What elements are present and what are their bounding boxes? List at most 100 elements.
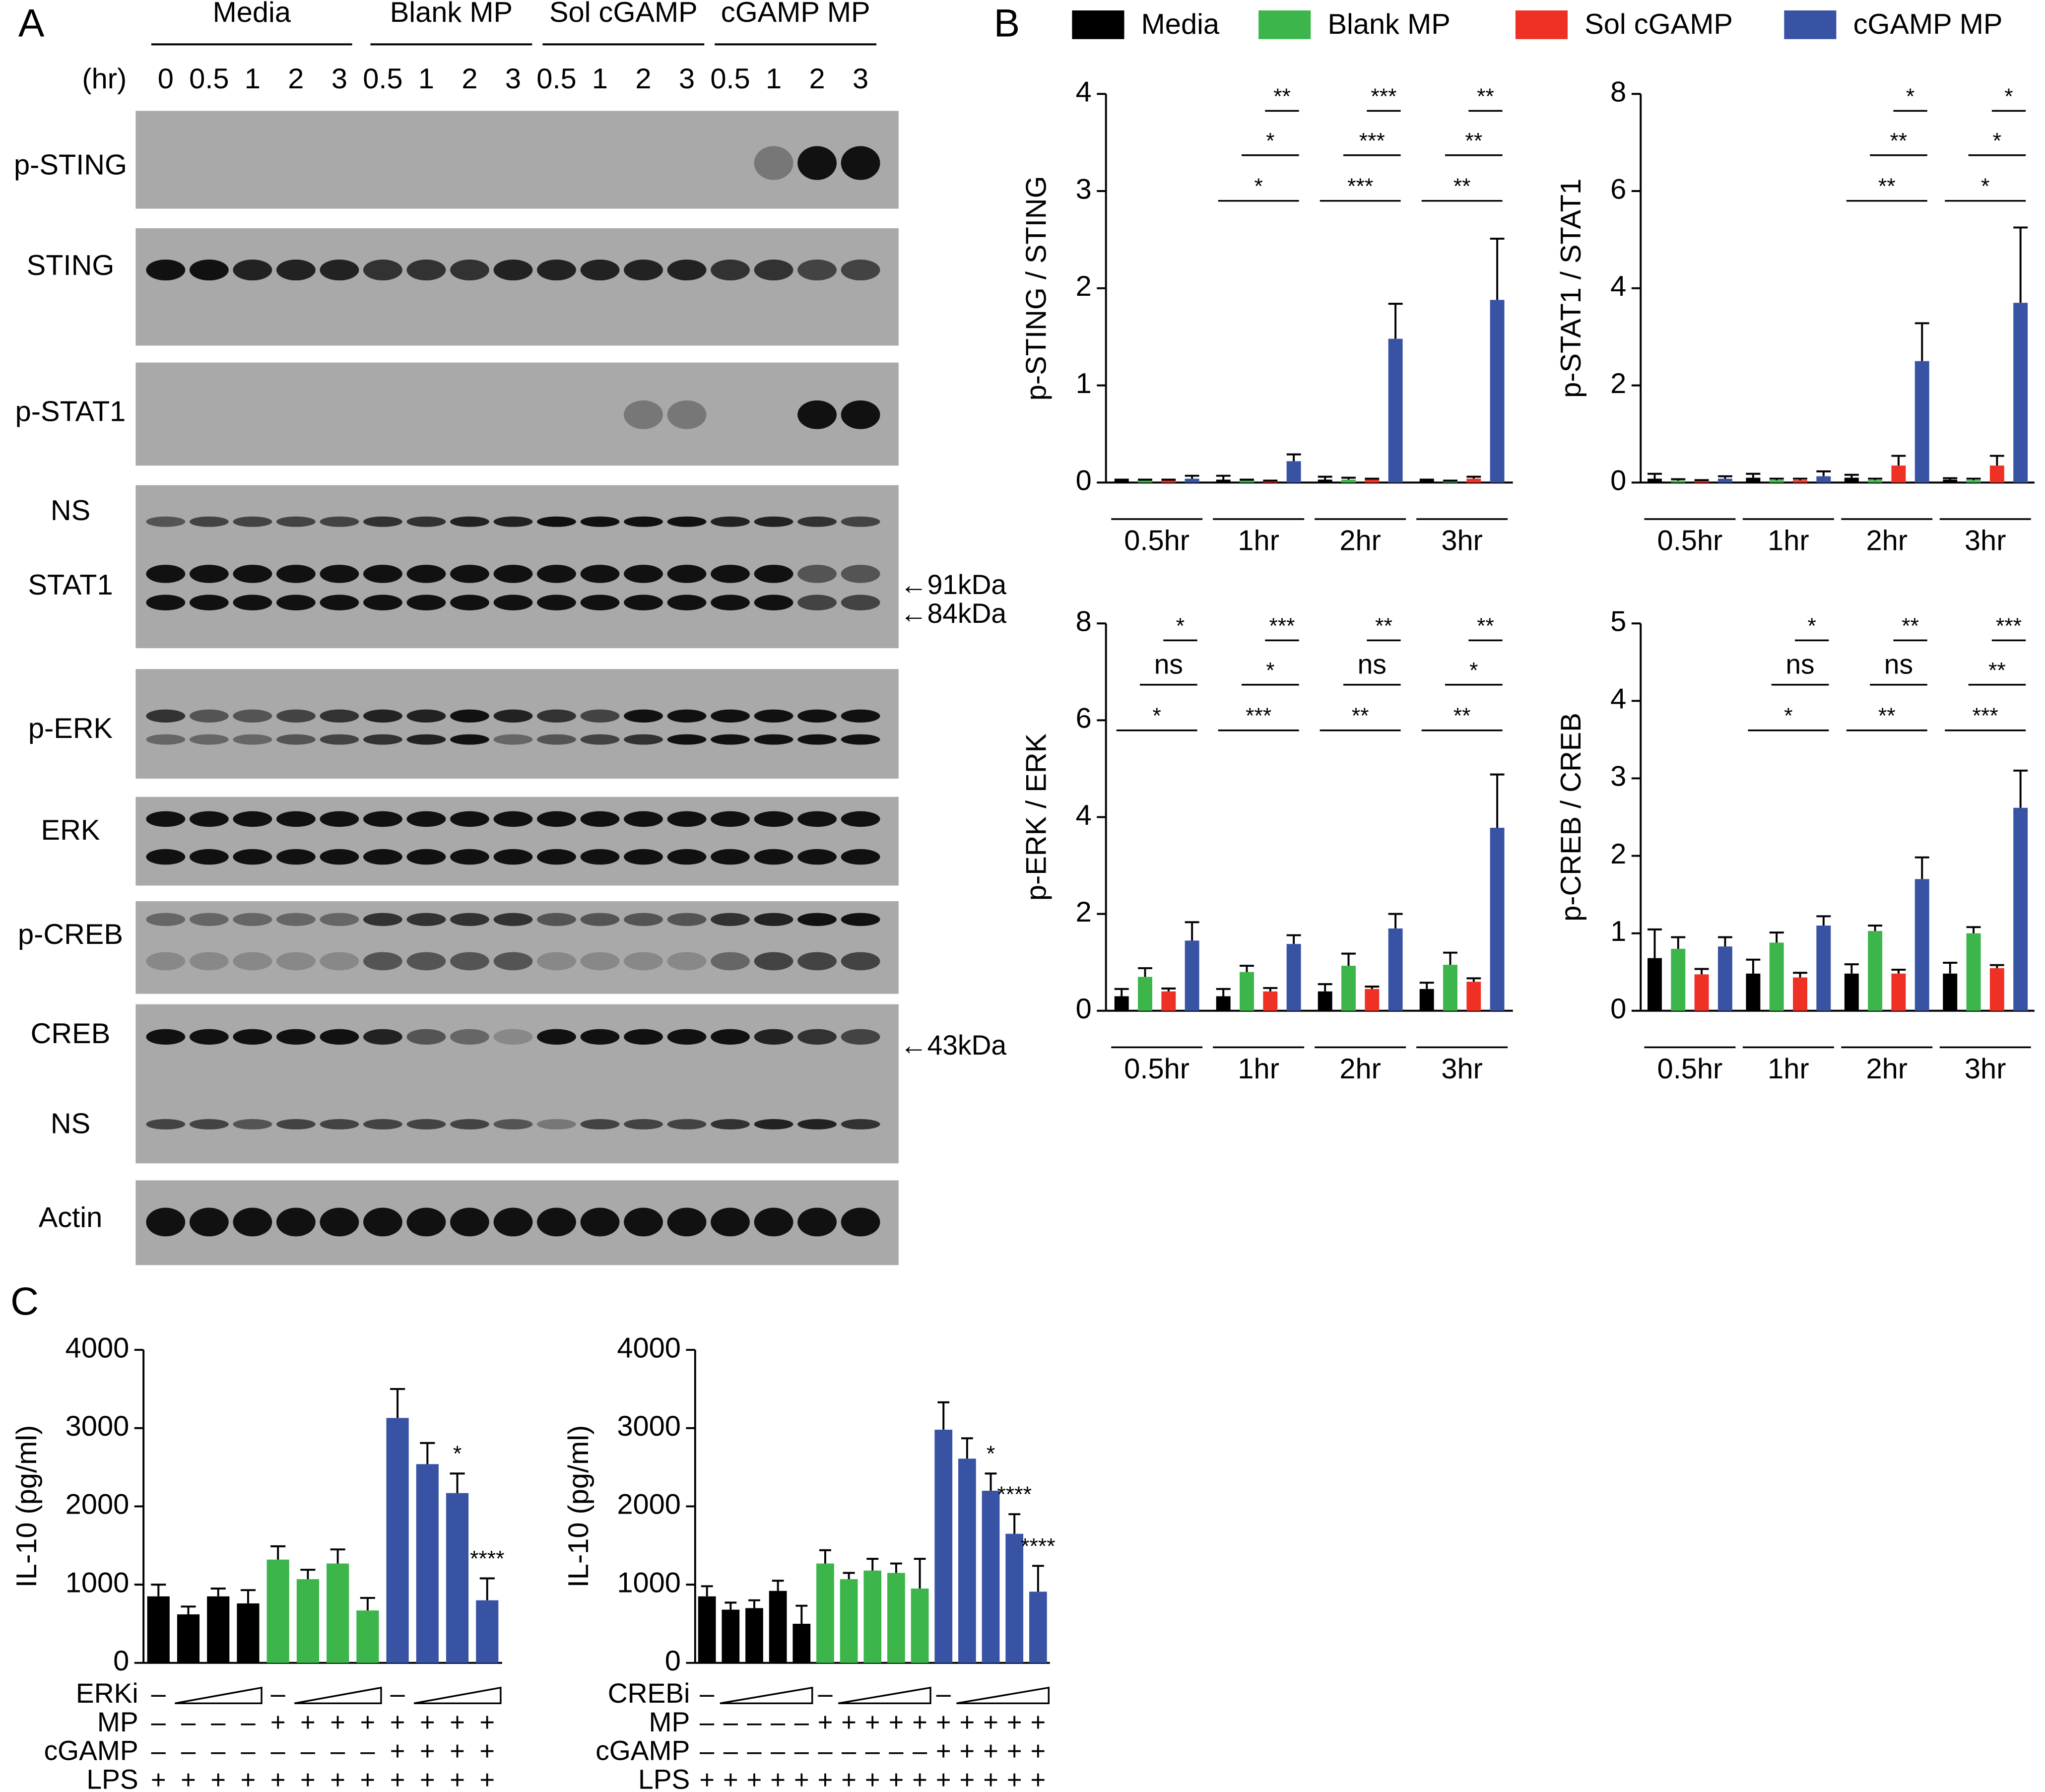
band — [624, 849, 663, 865]
condition-mark: + — [1031, 1708, 1046, 1737]
bar — [1466, 982, 1481, 1011]
significance-label: ** — [1902, 614, 1919, 638]
error-bar — [1746, 958, 1761, 974]
bar — [1490, 827, 1505, 1011]
panel-label: A — [18, 1, 45, 45]
bar — [1816, 926, 1831, 1011]
lane-label: 0 — [158, 63, 174, 95]
condition-mark: + — [960, 1708, 975, 1737]
significance-label: ** — [1375, 614, 1392, 638]
row-label: ERK — [41, 814, 100, 846]
bar — [1746, 973, 1761, 1011]
condition-mark: + — [841, 1708, 857, 1737]
condition-mark: + — [912, 1708, 927, 1737]
condition-mark: + — [794, 1765, 809, 1792]
band — [493, 1207, 533, 1237]
bar — [1648, 958, 1662, 1011]
bar — [1185, 940, 1199, 1011]
band — [406, 595, 446, 610]
band — [363, 1207, 402, 1237]
band — [667, 811, 707, 827]
band — [711, 849, 750, 865]
error-bar — [1490, 773, 1505, 828]
condition-label: MP — [97, 1707, 138, 1737]
band — [320, 849, 359, 865]
significance-label: * — [1266, 658, 1274, 682]
error-bar — [1671, 936, 1686, 949]
x-tick-label: 1hr — [1238, 1053, 1279, 1085]
y-tick-label: 4 — [1610, 683, 1626, 715]
band — [711, 564, 750, 583]
row-label: STING — [27, 250, 115, 281]
error-bar — [1844, 473, 1859, 478]
band — [406, 1119, 446, 1129]
error-bar — [1286, 934, 1301, 944]
y-axis-label: p-ERK / ERK — [1020, 733, 1052, 901]
x-tick-label: 0.5hr — [1124, 525, 1189, 557]
error-bar — [1341, 952, 1356, 966]
band — [580, 259, 620, 281]
band — [189, 734, 229, 745]
band — [450, 709, 489, 723]
dose-wedge — [413, 1686, 502, 1704]
error-bar — [1388, 303, 1403, 339]
band — [493, 709, 533, 723]
band — [537, 913, 576, 926]
bar — [887, 1573, 905, 1663]
significance-label: ** — [1890, 129, 1908, 153]
band — [276, 1119, 316, 1129]
group-label: cGAMP MP — [721, 0, 870, 28]
condition-mark: – — [181, 1708, 196, 1737]
bar — [1263, 991, 1278, 1011]
band — [406, 1207, 446, 1237]
band — [797, 1029, 837, 1045]
y-tick-label: 2 — [1076, 270, 1092, 302]
bar — [296, 1579, 319, 1663]
x-tick-label: 1hr — [1238, 525, 1279, 557]
legend-label: Sol cGAMP — [1584, 8, 1733, 40]
error-bar — [1161, 478, 1176, 481]
band — [233, 1207, 272, 1237]
band — [493, 1029, 533, 1045]
dose-wedge — [294, 1686, 382, 1704]
band — [667, 595, 707, 610]
band — [797, 1119, 837, 1129]
band — [450, 259, 489, 281]
error-bar — [1419, 478, 1434, 481]
bar — [1914, 361, 1929, 483]
condition-label: ERKi — [76, 1678, 138, 1709]
bar — [1138, 480, 1152, 483]
error-bar — [1008, 1513, 1021, 1534]
condition-mark: – — [747, 1708, 762, 1737]
band — [450, 1207, 489, 1237]
band — [624, 564, 663, 583]
band — [320, 734, 359, 745]
error-bar — [937, 1401, 950, 1430]
condition-mark: + — [390, 1708, 405, 1737]
lane-label: 2 — [809, 63, 825, 95]
band — [624, 1119, 663, 1129]
significance-label: **** — [997, 1482, 1032, 1507]
condition-mark: – — [271, 1679, 286, 1708]
band — [406, 952, 446, 971]
band — [711, 1119, 750, 1129]
condition-mark: + — [1031, 1736, 1046, 1766]
band — [406, 259, 446, 281]
error-bar — [1694, 968, 1709, 975]
lane-label: 2 — [288, 63, 304, 95]
condition-mark: + — [889, 1708, 904, 1737]
condition-mark: – — [360, 1736, 375, 1766]
significance-label: ns — [1785, 649, 1814, 680]
band — [624, 913, 663, 926]
significance-label: ** — [1453, 704, 1471, 728]
significance-label: * — [1152, 704, 1161, 728]
band — [189, 709, 229, 723]
bar — [722, 1609, 740, 1663]
bar — [1388, 338, 1403, 483]
blot-strip — [135, 111, 899, 209]
row-label: Actin — [39, 1202, 103, 1234]
band — [797, 516, 837, 527]
band — [450, 811, 489, 827]
bar — [1891, 973, 1906, 1011]
